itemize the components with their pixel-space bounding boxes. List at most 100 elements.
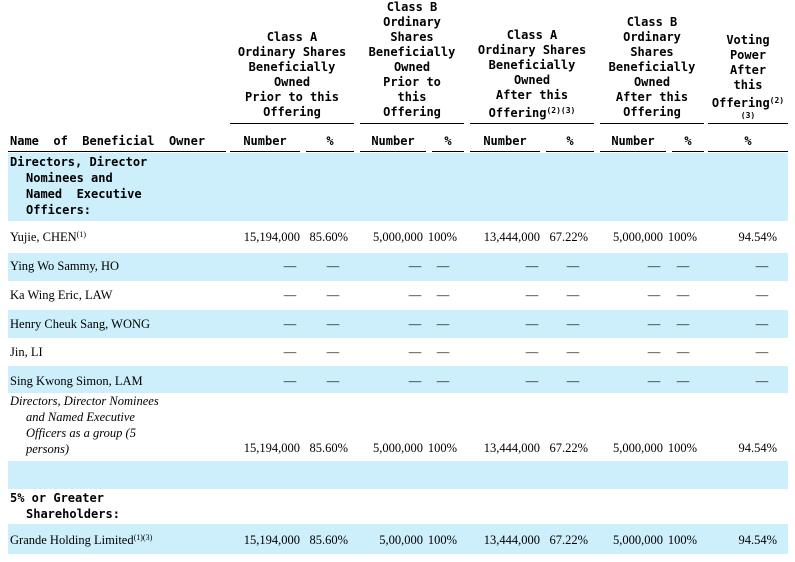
header-rule: [600, 123, 704, 124]
owner-a-num: —: [283, 345, 297, 359]
owner-a-num: —: [283, 374, 297, 388]
group-b-number: 5,000,000: [373, 441, 423, 455]
owner-aa-pct: —: [566, 259, 580, 273]
header-rule: [360, 151, 426, 152]
row-band: [8, 524, 788, 554]
grande-b-number: 5,00,000: [379, 533, 423, 547]
grande-a-pct: 85.60%: [309, 533, 348, 547]
header-rule: [470, 151, 540, 152]
owner-b-num: —: [408, 374, 422, 388]
header-voting-power: Voting Power After this Offering(2) (3): [711, 33, 785, 120]
name-column-header: Name of Beneficial Owner: [10, 134, 206, 148]
owner-aa-num: —: [525, 374, 539, 388]
owner-ba-num: —: [647, 374, 661, 388]
header-rule: [306, 151, 354, 152]
owner-a-num: —: [283, 288, 297, 302]
pct-header: %: [684, 134, 692, 148]
owner-b-pct: —: [436, 374, 450, 388]
owner-a-pct: —: [326, 288, 340, 302]
header-rule: [8, 151, 226, 152]
owner-a-pct: 85.60%: [309, 230, 348, 244]
group-ba-number: 5,000,000: [613, 441, 663, 455]
owner-ba-num: 5,000,000: [613, 230, 663, 244]
header-class-a-prior: Class A Ordinary Shares Beneficially Own…: [237, 30, 347, 119]
header-rule: [432, 151, 464, 152]
owner-b-pct: —: [436, 288, 450, 302]
pct-header: %: [326, 134, 334, 148]
header-class-b-prior: Class B Ordinary Shares Beneficially Own…: [368, 0, 456, 119]
grande-vote: 94.54%: [738, 533, 777, 547]
owner-vote: —: [755, 288, 769, 302]
owner-a-num: 15,194,000: [243, 230, 300, 244]
owner-name: Ka Wing Eric, LAW: [10, 288, 113, 302]
section-directors: Directors, Director Nominees and Named E…: [10, 155, 148, 217]
owner-aa-num: 13,444,000: [483, 230, 540, 244]
number-header: Number: [243, 134, 287, 148]
owner-a-num: —: [283, 317, 297, 331]
row-band: [8, 153, 788, 221]
owner-a-num: —: [283, 259, 297, 273]
pct-header: %: [444, 134, 452, 148]
header-rule: [672, 151, 704, 152]
owner-ba-pct: —: [676, 345, 690, 359]
header-rule: [708, 123, 788, 124]
owner-ba-num: —: [647, 317, 661, 331]
owner-name: Henry Cheuk Sang, WONG: [10, 317, 151, 331]
header-rule: [230, 123, 354, 124]
group-a-pct: 85.60%: [309, 441, 348, 455]
owner-vote: —: [755, 259, 769, 273]
owner-aa-pct: —: [566, 317, 580, 331]
owner-b-pct: —: [436, 345, 450, 359]
owner-a-pct: —: [326, 317, 340, 331]
number-header: Number: [483, 134, 527, 148]
owner-aa-num: —: [525, 345, 539, 359]
owner-name: Yujie, CHEN(1): [10, 230, 86, 244]
owner-b-num: 5,000,000: [373, 230, 423, 244]
header-rule: [360, 123, 464, 124]
owner-a-pct: —: [326, 374, 340, 388]
header-rule: [546, 151, 594, 152]
header-rule: [230, 151, 300, 152]
header-rule: [470, 123, 594, 124]
owner-a-pct: —: [326, 345, 340, 359]
group-label: Directors, Director Nominees and Named E…: [10, 394, 159, 456]
owner-b-num: —: [408, 345, 422, 359]
header-rule: [708, 151, 788, 152]
owner-vote: —: [755, 374, 769, 388]
row-band: [8, 366, 788, 393]
owner-name: Sing Kwong Simon, LAM: [10, 374, 143, 388]
owner-ba-num: —: [647, 288, 661, 302]
owner-b-pct: —: [436, 259, 450, 273]
grande-aa-pct: 67.22%: [549, 533, 588, 547]
grande-name: Grande Holding Limited(1)(3): [10, 533, 153, 547]
grande-aa-number: 13,444,000: [483, 533, 540, 547]
group-aa-number: 13,444,000: [483, 441, 540, 455]
grande-ba-pct: 100%: [667, 533, 697, 547]
owner-b-pct: —: [436, 317, 450, 331]
pct-header: %: [566, 134, 574, 148]
number-header: Number: [371, 134, 415, 148]
owner-b-num: —: [408, 259, 422, 273]
owner-aa-num: —: [525, 288, 539, 302]
grande-a-number: 15,194,000: [243, 533, 300, 547]
owner-a-pct: —: [326, 259, 340, 273]
owner-aa-pct: 67.22%: [549, 230, 588, 244]
header-class-a-after: Class A Ordinary Shares Beneficially Own…: [477, 28, 587, 120]
owner-vote: 94.54%: [738, 230, 777, 244]
owner-vote: —: [755, 317, 769, 331]
row-band: [8, 310, 788, 338]
group-b-pct: 100%: [427, 441, 457, 455]
pct-header: %: [744, 134, 752, 148]
owner-ba-pct: 100%: [667, 230, 697, 244]
owner-aa-pct: —: [566, 288, 580, 302]
group-aa-pct: 67.22%: [549, 441, 588, 455]
owner-aa-pct: —: [566, 374, 580, 388]
owner-b-pct: 100%: [427, 230, 457, 244]
number-header: Number: [611, 134, 655, 148]
owner-b-num: —: [408, 317, 422, 331]
owner-ba-num: —: [647, 345, 661, 359]
owner-ba-num: —: [647, 259, 661, 273]
owner-name: Jin, LI: [10, 345, 43, 359]
section-five-percent: 5% or Greater Shareholders:: [10, 491, 120, 521]
owner-ba-pct: —: [676, 317, 690, 331]
